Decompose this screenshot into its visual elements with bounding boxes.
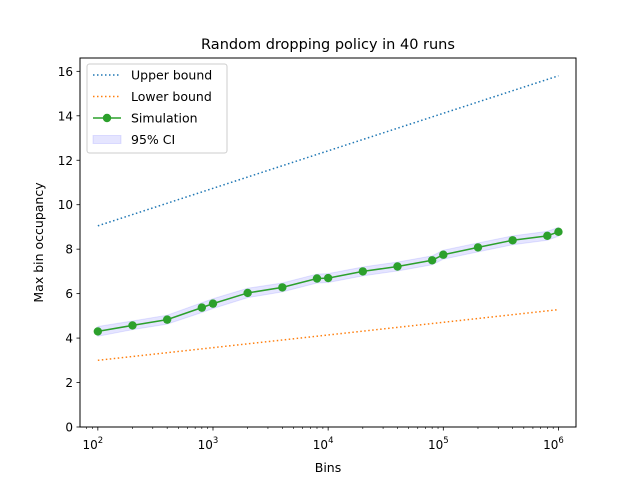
series-point-2-11	[427, 256, 437, 265]
y-tick-label-3: 6	[65, 287, 73, 301]
series-point-2-7	[312, 274, 322, 283]
x-tick-label-3: 105	[428, 436, 449, 452]
x-tick-label-2: 104	[313, 436, 334, 452]
series-point-2-0	[93, 327, 103, 336]
legend-ci-swatch	[92, 135, 122, 144]
y-tick-label-5: 10	[58, 198, 73, 212]
series-line-0	[97, 75, 559, 227]
series-point-2-15	[543, 231, 552, 241]
series-point-2-3	[197, 303, 207, 312]
series-point-2-16	[554, 227, 563, 237]
y-tick-label-1: 2	[65, 376, 73, 390]
series-point-2-6	[278, 283, 287, 292]
y-tick-label-7: 14	[58, 109, 73, 123]
legend: Upper bound Lower bound Simulation 95% CI	[86, 63, 228, 154]
x-tick-exponent-1: 3	[213, 436, 218, 446]
chart-title: Random dropping policy in 40 runs	[201, 37, 455, 53]
y-tick-label-0: 0	[65, 421, 73, 435]
series-point-2-14	[508, 236, 517, 245]
legend-box	[86, 63, 228, 154]
plot-area	[93, 75, 563, 362]
x-tick-label-1: 103	[198, 436, 219, 452]
y-tick-label-2: 4	[65, 332, 73, 346]
legend-label-2: Simulation	[131, 111, 198, 126]
series-point-2-1	[128, 321, 137, 330]
x-axis-label: Bins	[315, 460, 341, 475]
x-tick-exponent-2: 4	[328, 436, 333, 446]
x-tick-label-0: 102	[82, 436, 103, 452]
series-point-2-8	[323, 273, 333, 283]
series-point-2-2	[162, 315, 172, 324]
legend-label-1: Lower bound	[131, 89, 212, 104]
legend-ci-label: 95% CI	[131, 132, 175, 147]
x-tick-label-4: 106	[543, 436, 564, 452]
series-point-2-9	[358, 267, 368, 276]
x-tick-exponent-0: 2	[98, 436, 103, 446]
legend-marker-2	[102, 113, 112, 123]
legend-label-0: Upper bound	[131, 68, 212, 83]
y-tick-label-8: 16	[58, 65, 73, 79]
y-axis-label: Max bin occupancy	[31, 182, 46, 303]
series-line-1	[97, 308, 559, 362]
series-point-2-4	[208, 299, 218, 308]
x-tick-exponent-3: 5	[443, 436, 448, 446]
y-tick-label-6: 12	[58, 154, 73, 168]
series-point-2-12	[439, 250, 448, 259]
y-tick-label-4: 8	[65, 243, 73, 257]
series-point-2-10	[393, 262, 402, 271]
x-tick-exponent-4: 6	[558, 436, 563, 446]
series-point-2-13	[473, 243, 483, 252]
series-point-2-5	[243, 288, 252, 298]
